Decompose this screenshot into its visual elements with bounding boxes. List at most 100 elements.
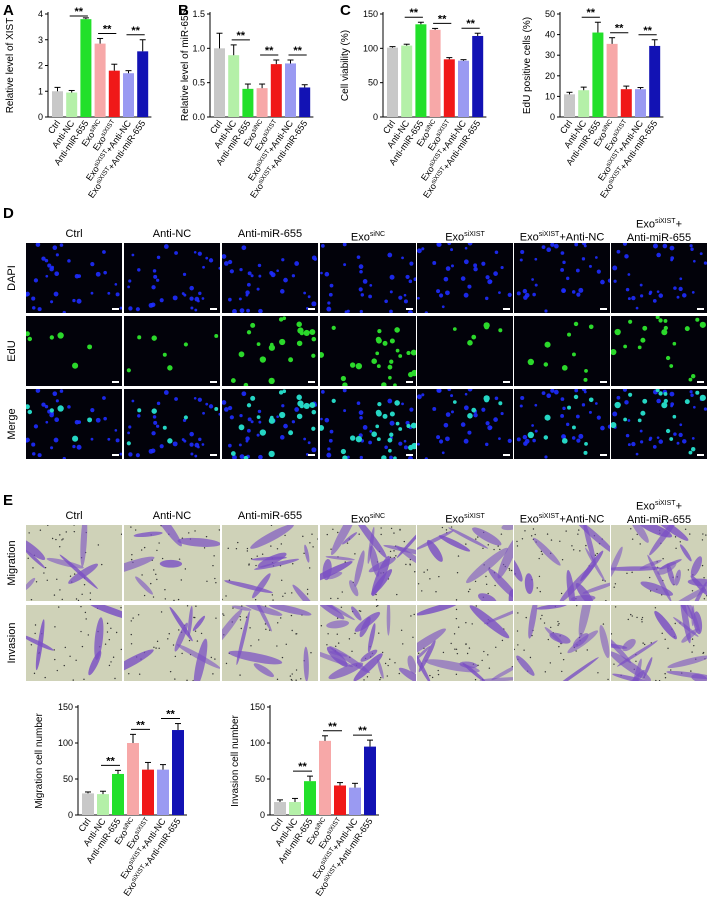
bar [94,43,106,117]
significance-marker: ** [166,709,175,721]
transwell-image-tile [514,605,610,681]
fluorescence-image-tile [611,316,707,386]
panel-e-column-header: Anti-NC [152,510,192,522]
significance-marker: ** [293,45,302,57]
fluorescence-image-tile [320,316,416,386]
significance-marker: ** [103,23,112,35]
panel-letter-c: C [340,2,351,19]
y-tick-label: 50 [63,774,73,784]
y-tick-label: 150 [58,702,73,712]
panel-d-row-label: Merge [6,408,18,440]
bar [635,89,646,117]
panel-d-column-header: Anti-NC [152,228,192,240]
significance-marker: ** [136,719,145,731]
y-tick-label: 0.5 [192,78,205,88]
y-tick-label: 4 [38,9,43,19]
panel-e-column-header: ExosiNC [350,513,386,526]
panel-d-column-header: ExosiXIST [445,231,485,244]
bar [108,70,120,117]
bar [228,55,240,117]
transwell-image-tile [320,525,416,601]
y-tick-label: 1.0 [192,43,205,53]
fluorescence-image-tile [320,243,416,313]
transwell-image-tile [320,605,416,681]
bar [256,88,268,117]
bar [82,793,94,815]
bar [334,785,346,815]
y-tick-label: 0 [68,810,73,820]
significance-marker: ** [587,7,596,19]
bar [649,45,661,117]
transwell-image-tile [222,525,318,601]
panel-e-column-header: ExosiXIST+Anti-NC [519,513,605,526]
bar [242,88,254,117]
bar [137,51,149,117]
bar [401,45,413,117]
y-axis-label: Invasion cell number [230,714,241,806]
bar [123,73,134,117]
y-axis-label: EdU positive cells (%) [522,17,533,114]
y-tick-label: 50 [255,774,265,784]
bar [620,89,632,117]
bar-chart-invasion: Invasion cell number050100150CtrlAnti-NC… [230,702,379,898]
panel-d-column-header: Ctrl [65,228,83,240]
panel-e-column-header: Anti-miR-655 [237,510,303,522]
fluorescence-image-tile [320,389,416,459]
bar [564,94,575,117]
y-tick-label: 150 [250,702,265,712]
bar-chart-xist-level: Relative level of XIST01234CtrlAnti-NCAn… [5,6,152,200]
significance-marker: ** [358,725,367,737]
panel-d-column-header: ExosiXIST+ Anti-miR-655 [626,218,692,244]
bar [592,32,604,117]
panel-d-column-header: ExosiNC [350,231,386,244]
bar [319,740,331,815]
y-tick-label: 20 [545,71,555,81]
transwell-image-tile [26,605,122,681]
panel-letter-b: B [178,2,189,19]
y-tick-label: 0 [550,112,555,122]
bar [458,60,469,117]
fluorescence-image-tile [611,243,707,313]
fluorescence-image-tile [26,316,122,386]
significance-marker: ** [75,6,84,18]
panel-d-column-header: Anti-miR-655 [237,228,303,240]
y-axis-label: Relative level of XIST [5,18,16,114]
transwell-image-tile [124,605,220,681]
y-axis-label: Cell viability (%) [340,30,351,101]
bar [387,47,398,117]
significance-marker: ** [106,755,115,767]
significance-marker: ** [615,23,624,35]
panel-letter-d: D [3,205,14,222]
y-tick-label: 2 [38,61,43,71]
y-tick-label: 100 [250,738,265,748]
y-tick-label: 30 [545,50,555,60]
panel-d-row-label: DAPI [6,265,18,291]
bar [578,90,590,117]
transwell-image-tile [514,525,610,601]
bar [415,24,427,117]
bar-chart-edu-positive: EdU positive cells (%)01020304050CtrlAnt… [522,7,664,200]
bar [289,802,301,815]
y-tick-label: 0 [38,112,43,122]
y-tick-label: 100 [363,43,378,53]
significance-marker: ** [298,761,307,773]
y-tick-label: 0 [373,112,378,122]
fluorescence-image-tile [611,389,707,459]
y-tick-label: 50 [545,9,555,19]
fluorescence-image-tile [124,243,220,313]
transwell-image-tile [611,525,707,601]
transwell-image-tile [222,605,318,681]
significance-marker: ** [410,7,419,19]
bar [127,743,139,815]
fluorescence-image-tile [514,389,610,459]
panel-d-column-header: ExosiXIST+Anti-NC [519,231,605,244]
fluorescence-image-tile [417,243,513,313]
y-tick-label: 150 [363,9,378,19]
fluorescence-image-tile [514,316,610,386]
bar [364,746,376,815]
fluorescence-image-tile [417,316,513,386]
bar [274,802,286,815]
significance-marker: ** [466,18,475,30]
panel-e-column-header: ExosiXIST [445,513,485,526]
bar-chart-mir655-level: Relative level of miR-655 0.00.51.01.5Ctr… [180,9,314,200]
